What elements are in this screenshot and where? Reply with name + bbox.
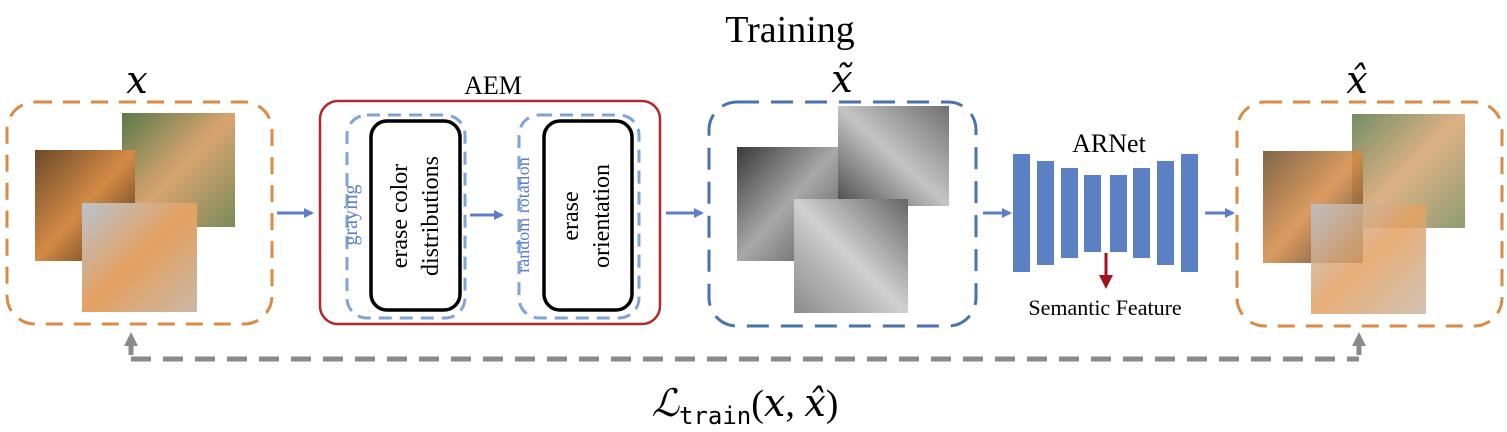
augmented-images-box — [707, 100, 978, 328]
arnet-encoder-layer — [1013, 154, 1030, 272]
loss-symbol: ℒ — [652, 381, 681, 425]
grayscale-cat-photo-icon — [794, 199, 908, 313]
loss-arg-x: x — [764, 381, 785, 425]
erase-orientation-box — [542, 119, 634, 312]
aem-label: AEM — [464, 71, 522, 100]
output-symbol: x̂ — [1346, 58, 1367, 102]
arnet-encoder-layer — [1084, 175, 1101, 252]
loss-comma: , — [785, 383, 804, 425]
graying-step-box — [345, 113, 467, 320]
arnet-network — [1013, 154, 1198, 272]
grayscale-cat-photo-icon — [838, 106, 949, 206]
arnet-decoder-layer — [1110, 175, 1127, 252]
erase-color-box — [369, 119, 462, 312]
arnet-decoder-layer — [1181, 154, 1198, 272]
graying-label: graying — [340, 184, 362, 245]
arnet-encoder-layer — [1061, 168, 1078, 258]
erase-orientation-line1: erase — [558, 191, 584, 240]
cat-photo-icon — [82, 203, 197, 312]
arnet-label: ARNet — [1072, 129, 1146, 158]
cat-photo-icon — [1311, 204, 1426, 314]
arnet-decoder-layer — [1133, 168, 1150, 258]
augmented-symbol: x̃ — [831, 57, 852, 101]
loss-subscript: train — [679, 402, 751, 430]
aem-box — [318, 99, 662, 326]
erase-color-line2: distributions — [418, 156, 444, 276]
erase-orientation-line2: orientation — [589, 164, 615, 268]
arnet-decoder-layer — [1157, 161, 1174, 265]
semantic-feature-label: Semantic Feature — [1028, 295, 1181, 320]
arnet-encoder-layer — [1037, 161, 1054, 265]
rotation-step-box — [517, 113, 641, 320]
loss-formula: ℒtrain(x, x̂) — [652, 381, 839, 430]
erase-color-line1: erase color — [387, 164, 413, 269]
diagram-title: Training — [725, 9, 855, 51]
input-images-box — [5, 100, 274, 326]
input-symbol: x — [126, 58, 147, 102]
output-images-box — [1235, 100, 1504, 328]
random-rotation-label: random rotation — [513, 157, 533, 272]
loss-open-paren: ( — [751, 383, 764, 425]
loss-arg-xhat: x̂ — [804, 381, 825, 425]
loss-close-paren: ) — [826, 383, 839, 425]
